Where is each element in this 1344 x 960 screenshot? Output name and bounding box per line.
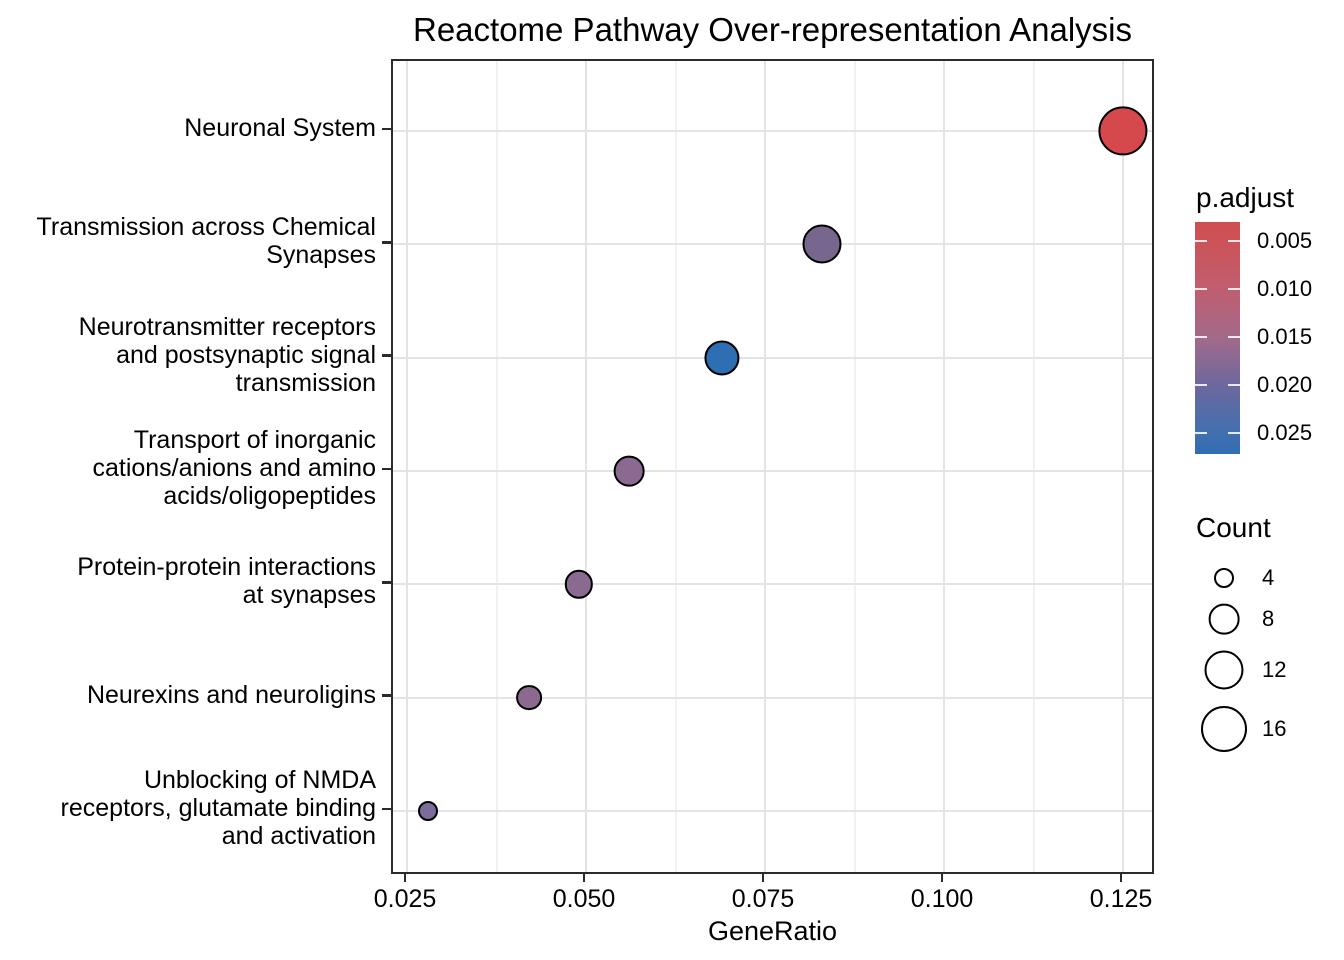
gridline-y-major <box>393 809 1152 812</box>
y-axis-label: Transport of inorganic cations/anions an… <box>92 425 376 510</box>
gridline-y-major <box>393 583 1152 586</box>
x-axis-tick <box>403 873 407 882</box>
x-axis-tick <box>940 873 944 882</box>
colorbar-tick <box>1228 383 1240 386</box>
data-point <box>515 684 542 711</box>
x-axis-tick <box>1119 873 1123 882</box>
legend-count-title: Count <box>1196 512 1271 543</box>
colorbar-tick <box>1195 336 1207 339</box>
colorbar-tick <box>1228 336 1240 339</box>
count-legend-label: 4 <box>1262 565 1275 590</box>
count-legend-label: 12 <box>1262 657 1287 683</box>
count-legend-circle <box>1214 568 1234 588</box>
y-axis-label: Unblocking of NMDA receptors, glutamate … <box>60 765 376 850</box>
colorbar-tick <box>1195 240 1207 243</box>
gridline-x-minor <box>674 61 677 872</box>
y-axis-tick <box>382 127 391 131</box>
data-point <box>1098 106 1148 156</box>
gridline-x-major <box>406 61 408 872</box>
x-axis-tick-label: 0.050 <box>552 885 616 913</box>
y-axis-tick <box>382 467 391 471</box>
colorbar-tick-label: 0.005 <box>1257 228 1313 254</box>
colorbar-tick <box>1228 240 1240 243</box>
gridline-x-minor <box>495 61 498 872</box>
count-legend-label: 8 <box>1262 606 1275 632</box>
colorbar-tick-label: 0.020 <box>1257 371 1313 397</box>
gridline-x-major <box>764 61 766 872</box>
colorbar-tick <box>1195 288 1207 291</box>
gridline-y-major <box>393 696 1152 699</box>
data-point <box>564 570 594 599</box>
colorbar-tick <box>1195 431 1207 434</box>
y-axis-label: Neurotransmitter receptors and postsynap… <box>78 312 376 397</box>
colorbar-tick <box>1195 383 1207 386</box>
data-point <box>418 800 439 821</box>
colorbar-tick <box>1228 288 1240 291</box>
count-legend-circle <box>1208 603 1240 635</box>
y-axis-tick <box>382 807 391 811</box>
legend-padjust-title: p.adjust <box>1196 182 1295 213</box>
chart-title: Reactome Pathway Over-representation Ana… <box>412 11 1132 48</box>
y-axis-label: Neurexins and neuroligins <box>86 680 376 709</box>
data-point <box>802 224 842 264</box>
colorbar-tick-label: 0.010 <box>1257 276 1313 302</box>
count-legend-circle <box>1201 705 1247 752</box>
gridline-y-major <box>393 130 1152 132</box>
data-point <box>704 340 740 376</box>
count-legend-circle <box>1204 650 1244 690</box>
gridline-x-major <box>1122 61 1124 872</box>
x-axis-tick-label: 0.025 <box>373 885 437 913</box>
y-axis-label: Neuronal System <box>184 114 376 142</box>
gridline-x-minor <box>1032 61 1035 872</box>
colorbar-tick-label: 0.015 <box>1257 324 1313 350</box>
x-axis-tick-label: 0.075 <box>731 885 795 913</box>
x-axis-tick-label: 0.100 <box>910 885 974 913</box>
x-axis-title: GeneRatio <box>707 916 838 946</box>
data-point <box>613 455 645 487</box>
y-axis-tick <box>382 241 391 244</box>
gridline-y-major <box>393 469 1152 472</box>
colorbar-tick <box>1228 431 1240 434</box>
count-legend-label: 16 <box>1262 715 1287 741</box>
gridline-x-major <box>585 61 587 872</box>
gridline-y-major <box>393 356 1152 359</box>
gridline-x-minor <box>853 61 856 872</box>
y-axis-tick <box>382 354 391 357</box>
x-axis-tick-label: 0.125 <box>1089 885 1153 913</box>
gridline-x-major <box>943 61 945 872</box>
x-axis-tick <box>582 873 586 882</box>
colorbar-tick-label: 0.025 <box>1257 419 1313 445</box>
plot-panel <box>391 59 1154 874</box>
x-axis-tick <box>761 873 765 882</box>
y-axis-label: Protein-protein interactions at synapses <box>77 553 376 610</box>
gridline-y-major <box>393 243 1152 246</box>
y-axis-tick <box>382 694 391 697</box>
y-axis-label: Transmission across Chemical Synapses <box>36 213 376 270</box>
y-axis-tick <box>382 581 391 584</box>
